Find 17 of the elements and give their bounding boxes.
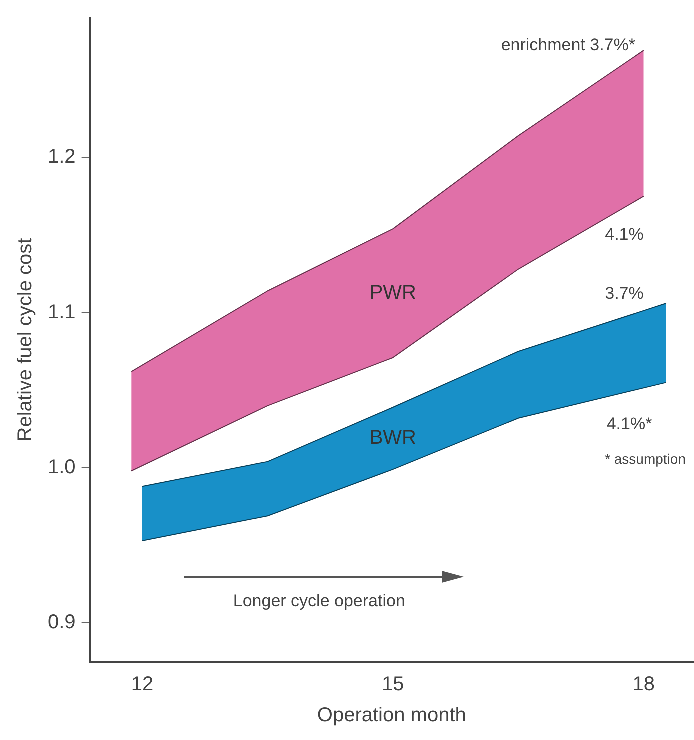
x-tick-label: 12: [131, 674, 154, 696]
x-axis-title: Operation month: [317, 704, 466, 727]
y-tick-label: 1.2: [48, 146, 76, 168]
series-label: PWR: [370, 282, 416, 304]
y-tick-label: 1.1: [48, 301, 76, 324]
annotation: 4.1%: [605, 224, 644, 244]
annotation: 3.7%: [605, 284, 644, 303]
y-tick-label: 0.9: [48, 612, 76, 634]
annotation: 4.1%*: [606, 414, 653, 434]
annotation: Longer cycle operation: [233, 592, 406, 611]
annotation: * assumption: [605, 451, 686, 468]
y-axis-title: Relative fuel cycle cost: [14, 238, 37, 442]
x-tick-label: 18: [632, 674, 655, 696]
annotation: enrichment 3.7%*: [501, 36, 636, 55]
series-label: BWR: [370, 427, 416, 450]
y-tick-label: 1.0: [48, 456, 76, 479]
x-tick-label: 15: [382, 674, 404, 696]
